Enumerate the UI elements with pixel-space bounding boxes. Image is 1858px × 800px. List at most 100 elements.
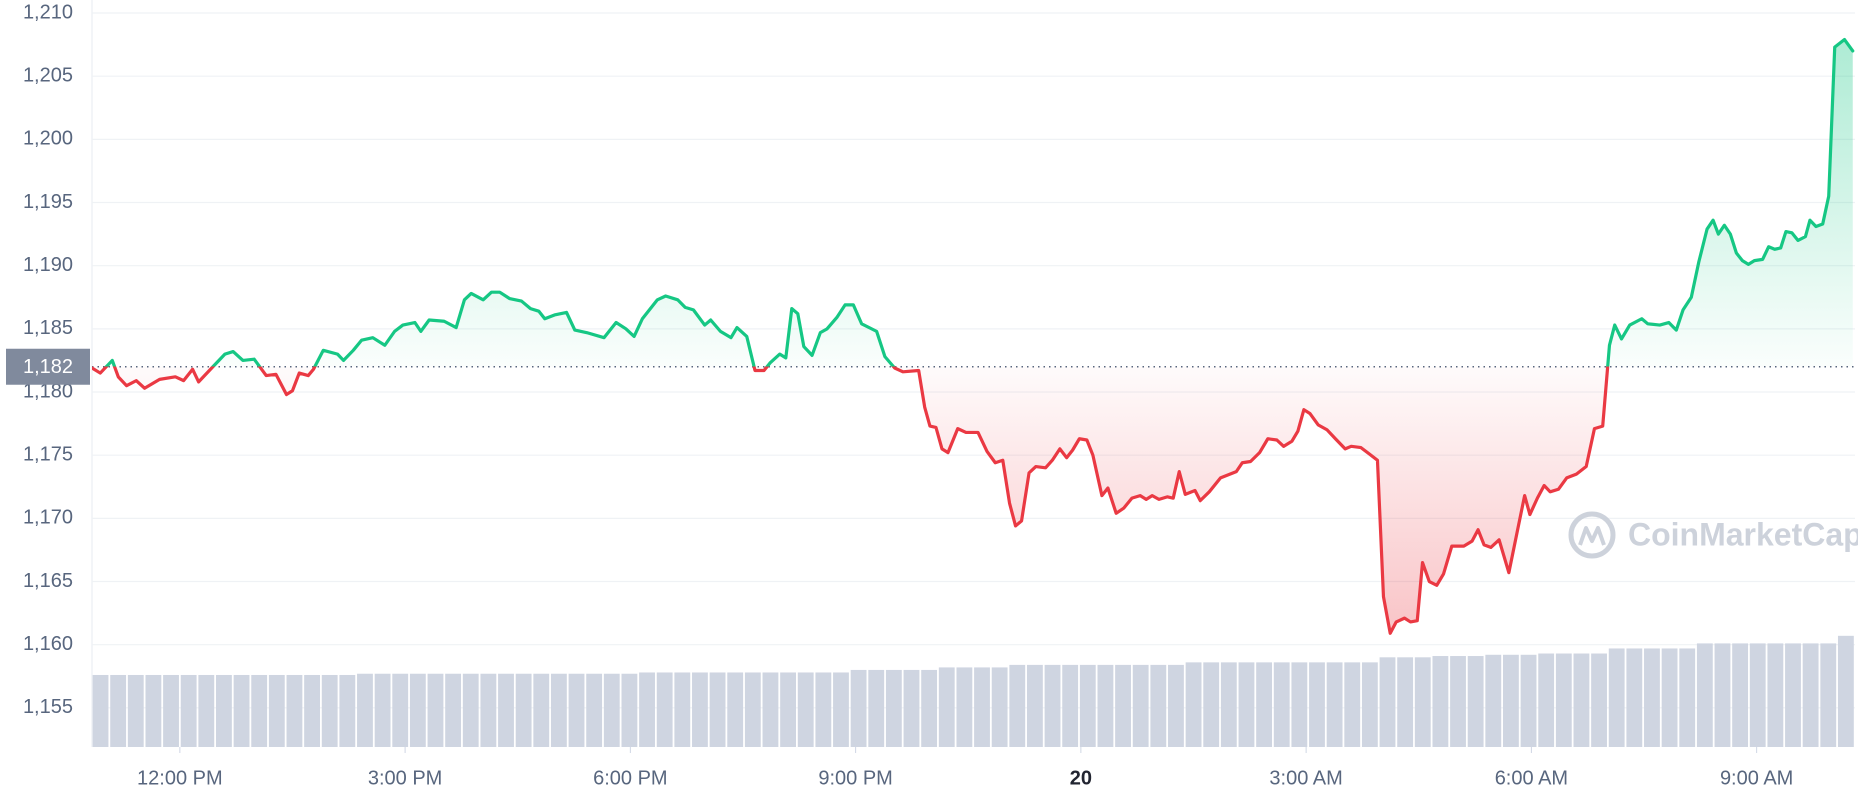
volume-bar [762, 672, 779, 747]
volume-bar [868, 669, 885, 747]
volume-bar [110, 674, 127, 747]
volume-bar [533, 673, 550, 747]
price-area [92, 39, 1853, 634]
volume-bar [674, 672, 691, 747]
volume-bar [1767, 643, 1784, 747]
volume-bar [1344, 662, 1361, 747]
volume-bar [621, 673, 638, 747]
volume-bar [815, 672, 832, 747]
volume-bar [427, 673, 444, 747]
y-tick-label: 1,175 [23, 443, 73, 465]
price-series [92, 37, 1855, 635]
y-tick-label: 1,170 [23, 507, 73, 529]
volume-bar [357, 673, 373, 747]
volume-bar [1555, 653, 1572, 747]
volume-bar [286, 674, 303, 747]
volume-bar [1820, 643, 1837, 747]
volume-bar [1626, 648, 1643, 747]
watermark-logo [1568, 511, 1616, 559]
watermark-text: CoinMarketCap [1628, 516, 1858, 552]
axes: 1,155 1,160 1,165 1,170 1,175 1,180 1,185 1,190… [6, 1, 1793, 789]
volume-bar [251, 674, 268, 747]
volume-bar [1608, 648, 1625, 747]
y-tick-label: 1,160 [23, 633, 73, 655]
volume-bar [1644, 648, 1660, 747]
volume-bar [938, 667, 955, 747]
x-tick-label: 9:00 AM [1720, 767, 1793, 789]
volume-bar [1203, 662, 1220, 747]
volume-bar [1132, 664, 1149, 747]
volume-bar [233, 674, 250, 747]
volume-bar [1837, 635, 1854, 747]
volume-bar [1485, 654, 1502, 747]
volume-bar [409, 673, 426, 747]
volume-bar [1379, 657, 1396, 747]
volume-bar [1749, 643, 1766, 747]
x-tick-label: 6:00 AM [1495, 767, 1568, 789]
volume-bar [797, 672, 814, 747]
volume-bar [498, 673, 514, 747]
volume-bar [991, 667, 1008, 747]
volume-bar [163, 674, 179, 747]
volume-bar [1044, 664, 1061, 747]
y-tick-label: 1,155 [23, 696, 73, 718]
volume-bar [1309, 662, 1325, 747]
volume-bar [921, 669, 938, 747]
volume-bar [480, 673, 497, 747]
volume-bar [515, 673, 532, 747]
volume-bar [1150, 664, 1167, 747]
volume-bar [268, 674, 285, 747]
volume-bar [374, 673, 391, 747]
volume-bar [550, 673, 567, 747]
volume-bar [1573, 653, 1590, 747]
volume-bars [92, 635, 1854, 747]
volume-bar [956, 667, 973, 747]
y-tick-label: 1,210 [23, 1, 73, 23]
volume-bar [1591, 653, 1607, 747]
volume-bar [1397, 657, 1414, 747]
volume-bar [1520, 654, 1537, 747]
x-tick-label: 6:00 PM [593, 767, 667, 789]
volume-bar [1291, 662, 1308, 747]
volume-bar [1185, 662, 1202, 747]
volume-bar [1220, 662, 1237, 747]
volume-bar [1079, 664, 1096, 747]
volume-bar [727, 672, 744, 747]
volume-bar [744, 672, 761, 747]
volume-bar [1238, 662, 1255, 747]
x-tick-label: 9:00 PM [818, 767, 892, 789]
watermark: CoinMarketCap [1568, 511, 1858, 559]
volume-bar [339, 674, 356, 747]
volume-bar [656, 672, 673, 747]
x-tick-label: 12:00 PM [137, 767, 223, 789]
volume-bar [568, 673, 585, 747]
x-tick-label: 3:00 AM [1269, 767, 1342, 789]
volume-bar [850, 669, 867, 747]
volume-bar [1467, 656, 1484, 747]
y-tick-label: 1,185 [23, 317, 73, 339]
x-tick-label: 3:00 PM [368, 767, 442, 789]
volume-bar [1026, 664, 1043, 747]
volume-bar [586, 673, 603, 747]
volume-bar [903, 669, 920, 747]
volume-bar [321, 674, 338, 747]
volume-bar [1414, 657, 1431, 747]
volume-bar [216, 674, 232, 747]
volume-bar [1326, 662, 1343, 747]
x-tick-label: 20 [1070, 767, 1092, 789]
volume-bar [180, 674, 197, 747]
volume-bar [304, 674, 320, 747]
volume-bar [1538, 653, 1555, 747]
reference-label: 1,182 [23, 356, 73, 378]
reference-label-box [6, 348, 90, 385]
volume-bar [1256, 662, 1273, 747]
volume-bar [1062, 664, 1079, 747]
volume-bar [1361, 662, 1378, 747]
volume-bar [1732, 643, 1749, 747]
volume-bar [1785, 643, 1801, 747]
grid [91, 0, 1855, 747]
volume-bar [1696, 643, 1713, 747]
volume-bar [1273, 662, 1290, 747]
volume-bar [1714, 643, 1731, 747]
